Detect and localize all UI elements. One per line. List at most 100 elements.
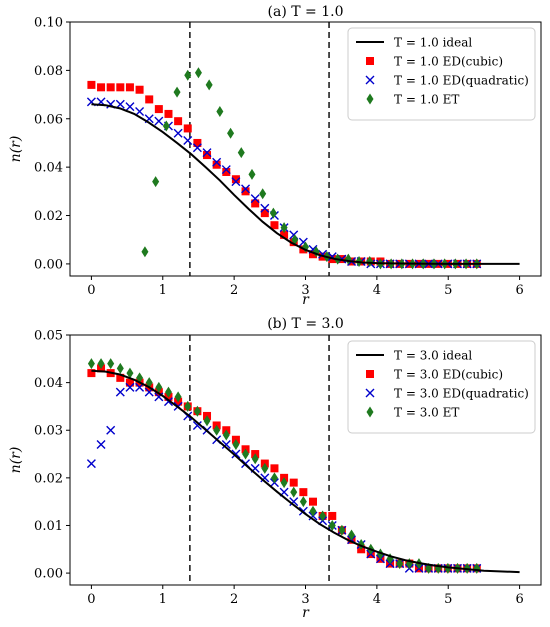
square-point — [125, 83, 134, 92]
diamond-point — [319, 510, 327, 522]
legend-diamond-swatch — [366, 406, 374, 418]
square-point — [106, 83, 115, 92]
diamond-point — [87, 358, 95, 370]
y-tick-label: 0.06 — [34, 112, 63, 127]
diamond-point — [116, 362, 124, 374]
diamond-point — [162, 120, 170, 132]
diamond-point — [173, 86, 181, 98]
panel-a: (a) T = 1.0 0 1 2 3 4 5 6 0.00 0.02 0.04 0.06 0.08 0.… — [8, 4, 542, 308]
cross-point — [221, 440, 231, 450]
diamond-point — [193, 405, 201, 417]
square-point — [251, 199, 260, 208]
cross-point — [231, 177, 241, 187]
diamond-point — [269, 207, 277, 219]
diamond-point — [184, 400, 192, 412]
x-tick-label: 0 — [87, 283, 95, 298]
y-axis-label: n(r) — [8, 447, 24, 474]
diamond-point — [107, 358, 115, 370]
diamond-point — [280, 222, 288, 234]
cross-point — [135, 107, 145, 116]
x-tick-label: 0 — [87, 592, 95, 607]
square-point — [87, 80, 96, 89]
square-point — [212, 160, 221, 169]
legend-cross-swatch — [365, 75, 375, 85]
diamond-point — [261, 462, 269, 474]
diamond-point — [270, 472, 278, 484]
cross-point — [106, 425, 116, 435]
square-point — [154, 105, 163, 114]
y-tick-label: 0.00 — [34, 567, 63, 582]
legend-box — [347, 27, 536, 121]
cross-point — [125, 102, 135, 112]
cross-point — [250, 194, 260, 204]
legend-label: T = 3.0 ideal — [394, 349, 472, 363]
x-tick-label: 4 — [373, 592, 381, 607]
x-tick-label: 1 — [159, 592, 167, 607]
x-tick-label: 1 — [159, 283, 167, 298]
diamond-point — [126, 367, 134, 379]
diamond-point — [242, 448, 250, 460]
square-point — [174, 117, 183, 126]
square-point — [231, 175, 240, 184]
diamond-point — [174, 391, 182, 403]
diamond-point — [216, 106, 224, 118]
square-point — [308, 497, 317, 506]
legend-label: T = 1.0 ET — [394, 93, 459, 107]
square-point — [260, 209, 269, 218]
cross-point — [154, 116, 164, 126]
diamond-point — [259, 188, 267, 200]
diamond-point — [366, 255, 374, 267]
cross-point — [96, 440, 106, 450]
square-point — [203, 151, 212, 160]
cross-point — [212, 157, 222, 167]
square-point — [135, 85, 144, 94]
x-tick-label: 5 — [444, 283, 452, 298]
square-point — [183, 124, 192, 133]
x-tick-label: 2 — [230, 592, 238, 607]
square-point — [289, 478, 298, 487]
square-point — [299, 488, 308, 497]
y-tick-label: 0.00 — [34, 257, 63, 272]
square-point — [270, 221, 279, 230]
square-point — [116, 83, 125, 92]
diamond-point — [338, 524, 346, 536]
square-point — [308, 250, 317, 259]
cross-point — [289, 497, 299, 507]
legend-label: T = 1.0 ED(quadratic) — [394, 74, 529, 88]
y-tick-label: 0.05 — [34, 329, 63, 344]
legend-label: T = 3.0 ET — [394, 406, 459, 420]
diamond-point — [141, 246, 149, 258]
diamond-point — [251, 453, 259, 465]
square-point — [164, 109, 173, 118]
legend-box — [347, 340, 536, 434]
diamond-point — [222, 429, 230, 441]
y-tick-label: 0.02 — [34, 471, 63, 486]
plot-area — [86, 67, 520, 270]
y-tick-label: 0.08 — [34, 64, 63, 79]
diamond-point — [205, 79, 213, 91]
x-tick-label: 3 — [301, 283, 309, 298]
diamond-point — [396, 558, 404, 570]
axes-frame — [69, 21, 542, 277]
cross-point — [125, 382, 135, 392]
square-point — [193, 138, 202, 147]
y-tick-label: 0.03 — [34, 424, 63, 439]
diamond-point — [299, 496, 307, 508]
diamond-point — [280, 477, 288, 489]
diamond-point — [290, 486, 298, 498]
legend-diamond-swatch — [366, 93, 374, 105]
square-point — [125, 378, 134, 387]
chart-title: (a) T = 1.0 — [268, 4, 344, 20]
diamond-point — [227, 127, 235, 139]
legend-label: T = 1.0 ED(cubic) — [394, 55, 503, 69]
ideal-curve — [91, 369, 520, 574]
diamond-point — [237, 147, 245, 159]
x-axis-label: r — [302, 292, 310, 308]
square-point — [241, 187, 250, 196]
square-point — [97, 83, 106, 92]
legend-label: T = 1.0 ideal — [394, 36, 472, 50]
cross-point — [221, 165, 231, 175]
diamond-point — [203, 415, 211, 427]
x-tick-label: 5 — [444, 592, 452, 607]
panel-b: (b) T = 3.0 0 1 2 3 4 5 6 0.00 0.01 0.02 0.03 0.04 0.… — [8, 316, 542, 621]
